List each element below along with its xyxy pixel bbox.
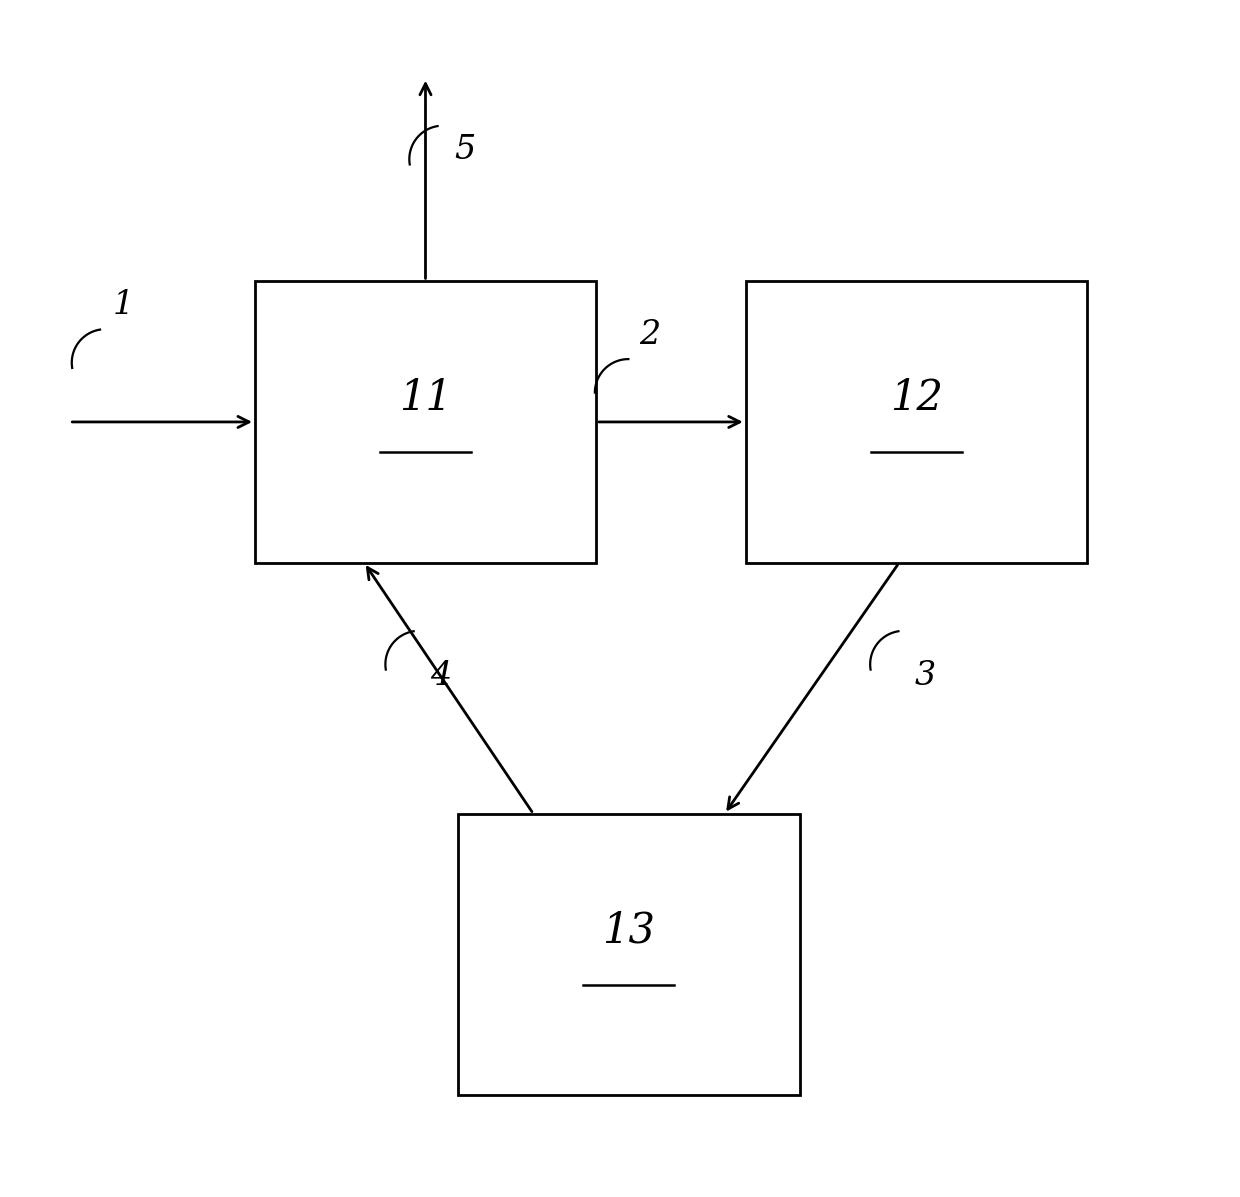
Text: 3: 3	[915, 661, 936, 692]
Text: 1: 1	[113, 290, 134, 321]
Text: 4: 4	[430, 661, 451, 692]
Text: 5: 5	[454, 134, 475, 165]
Bar	[255, 281, 596, 563]
Bar	[459, 814, 800, 1095]
Text: 13: 13	[603, 910, 656, 952]
Text: 2: 2	[640, 320, 661, 351]
Text: 12: 12	[890, 377, 942, 419]
Bar	[745, 281, 1086, 563]
Text: 11: 11	[399, 377, 453, 419]
